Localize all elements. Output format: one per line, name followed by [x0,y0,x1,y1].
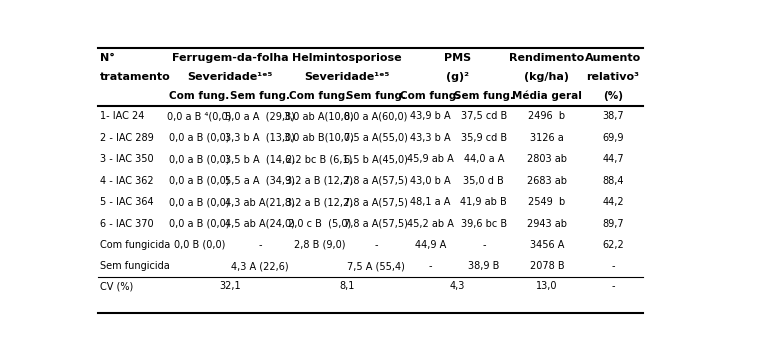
Text: (kg/ha): (kg/ha) [525,72,569,82]
Text: 7,5 A (55,4): 7,5 A (55,4) [347,261,405,271]
Text: 8,0 a A(60,0): 8,0 a A(60,0) [344,111,407,121]
Text: 43,3 b A: 43,3 b A [410,133,450,143]
Text: (g)²: (g)² [446,72,469,82]
Text: Com fung.: Com fung. [170,91,230,101]
Text: 5,5 a A  (34,9): 5,5 a A (34,9) [225,176,295,186]
Text: Ferrugem-da-folha: Ferrugem-da-folha [171,53,289,63]
Text: 45,9 ab A: 45,9 ab A [407,154,454,164]
Text: 3456 A: 3456 A [529,240,564,250]
Text: tratamento: tratamento [99,72,170,82]
Text: 3,0 ab B(10,0): 3,0 ab B(10,0) [285,133,354,143]
Text: 2549  b: 2549 b [528,197,565,207]
Text: 0,0 a B ⁴(0,0): 0,0 a B ⁴(0,0) [167,111,231,121]
Text: 3,2 a B (12,2): 3,2 a B (12,2) [285,197,353,207]
Text: 39,6 bc B: 39,6 bc B [461,219,507,229]
Text: 45,2 ab A: 45,2 ab A [407,219,454,229]
Text: Severidade¹ᵉ⁵: Severidade¹ᵉ⁵ [187,72,273,82]
Text: 3 - IAC 350: 3 - IAC 350 [99,154,153,164]
Text: 0,0 a B (0,0): 0,0 a B (0,0) [170,154,230,164]
Text: 89,7: 89,7 [602,219,624,229]
Text: 4,3 ab A(21,8): 4,3 ab A(21,8) [225,197,295,207]
Text: 62,2: 62,2 [602,240,624,250]
Text: Severidade¹ᵉ⁵: Severidade¹ᵉ⁵ [304,72,390,82]
Text: 69,9: 69,9 [602,133,623,143]
Text: 2496  b: 2496 b [529,111,565,121]
Text: CV (%): CV (%) [99,281,133,291]
Text: N°: N° [99,53,114,63]
Text: 13,0: 13,0 [536,281,558,291]
Text: 0,0 a B (0,0): 0,0 a B (0,0) [170,133,230,143]
Text: 7,8 a A(57,5): 7,8 a A(57,5) [344,176,408,186]
Text: 4 - IAC 362: 4 - IAC 362 [99,176,153,186]
Text: 32,1: 32,1 [219,281,241,291]
Text: 1- IAC 24: 1- IAC 24 [99,111,144,121]
Text: 7,8 a A(57,5): 7,8 a A(57,5) [344,219,408,229]
Text: 2,0 c B  (5,0): 2,0 c B (5,0) [288,219,351,229]
Text: Sem fungicida: Sem fungicida [99,261,170,271]
Text: Sem fung.: Sem fung. [454,91,514,101]
Text: relativo³: relativo³ [586,72,640,82]
Text: 4,3 A (22,6): 4,3 A (22,6) [231,261,289,271]
Text: PMS: PMS [444,53,471,63]
Text: 2943 ab: 2943 ab [527,219,567,229]
Text: 35,9 cd B: 35,9 cd B [461,133,507,143]
Text: 3,5 b A  (14,6): 3,5 b A (14,6) [225,154,295,164]
Text: Com fungicida: Com fungicida [99,240,170,250]
Text: 35,0 d B: 35,0 d B [464,176,504,186]
Text: 6,5 b A(45,0): 6,5 b A(45,0) [344,154,408,164]
Text: 44,9 A: 44,9 A [414,240,446,250]
Text: 2,2 bc B (6,1): 2,2 bc B (6,1) [286,154,353,164]
Text: 41,9 ab B: 41,9 ab B [461,197,508,207]
Text: Média geral: Média geral [512,91,582,101]
Text: 44,0 a A: 44,0 a A [464,154,504,164]
Text: -: - [429,261,432,271]
Text: Helmintosporiose: Helmintosporiose [292,53,402,63]
Text: 43,9 b A: 43,9 b A [410,111,450,121]
Text: 0,0 B (0,0): 0,0 B (0,0) [174,240,225,250]
Text: 43,0 b A: 43,0 b A [410,176,450,186]
Text: 88,4: 88,4 [602,176,623,186]
Text: 38,7: 38,7 [602,111,624,121]
Text: 3,0 ab A(10,0): 3,0 ab A(10,0) [285,111,354,121]
Text: 5,0 a A  (29,8): 5,0 a A (29,8) [225,111,295,121]
Text: 4,3: 4,3 [450,281,465,291]
Text: 37,5 cd B: 37,5 cd B [461,111,507,121]
Text: Rendimento: Rendimento [509,53,584,63]
Text: 38,9 B: 38,9 B [468,261,500,271]
Text: 44,7: 44,7 [602,154,624,164]
Text: 0,0 a B (0,0): 0,0 a B (0,0) [170,197,230,207]
Text: Com fung.: Com fung. [400,91,461,101]
Text: Aumento: Aumento [585,53,641,63]
Text: -: - [482,240,486,250]
Text: (%): (%) [603,91,623,101]
Text: 3,3 b A  (13,0): 3,3 b A (13,0) [225,133,295,143]
Text: 7,8 a A(57,5): 7,8 a A(57,5) [344,197,408,207]
Text: 44,2: 44,2 [602,197,624,207]
Text: Sem fung.: Sem fung. [346,91,406,101]
Text: 2,8 B (9,0): 2,8 B (9,0) [293,240,345,250]
Text: Com fung.: Com fung. [289,91,350,101]
Text: 0,0 a B (0,0): 0,0 a B (0,0) [170,176,230,186]
Text: 5 - IAC 364: 5 - IAC 364 [99,197,153,207]
Text: 2 - IAC 289: 2 - IAC 289 [99,133,153,143]
Text: 7,5 a A(55,0): 7,5 a A(55,0) [344,133,408,143]
Text: 2803 ab: 2803 ab [527,154,567,164]
Text: 8,1: 8,1 [339,281,355,291]
Text: 3,2 a B (12,2): 3,2 a B (12,2) [285,176,353,186]
Text: 4,5 ab A(24,0): 4,5 ab A(24,0) [225,219,295,229]
Text: 2683 ab: 2683 ab [527,176,567,186]
Text: -: - [612,281,615,291]
Text: -: - [612,261,615,271]
Text: 2078 B: 2078 B [529,261,564,271]
Text: 6 - IAC 370: 6 - IAC 370 [99,219,153,229]
Text: 3126 a: 3126 a [530,133,564,143]
Text: -: - [258,240,262,250]
Text: Sem fung.: Sem fung. [230,91,290,101]
Text: 0,0 a B (0,0): 0,0 a B (0,0) [170,219,230,229]
Text: -: - [374,240,378,250]
Text: 48,1 a A: 48,1 a A [410,197,450,207]
